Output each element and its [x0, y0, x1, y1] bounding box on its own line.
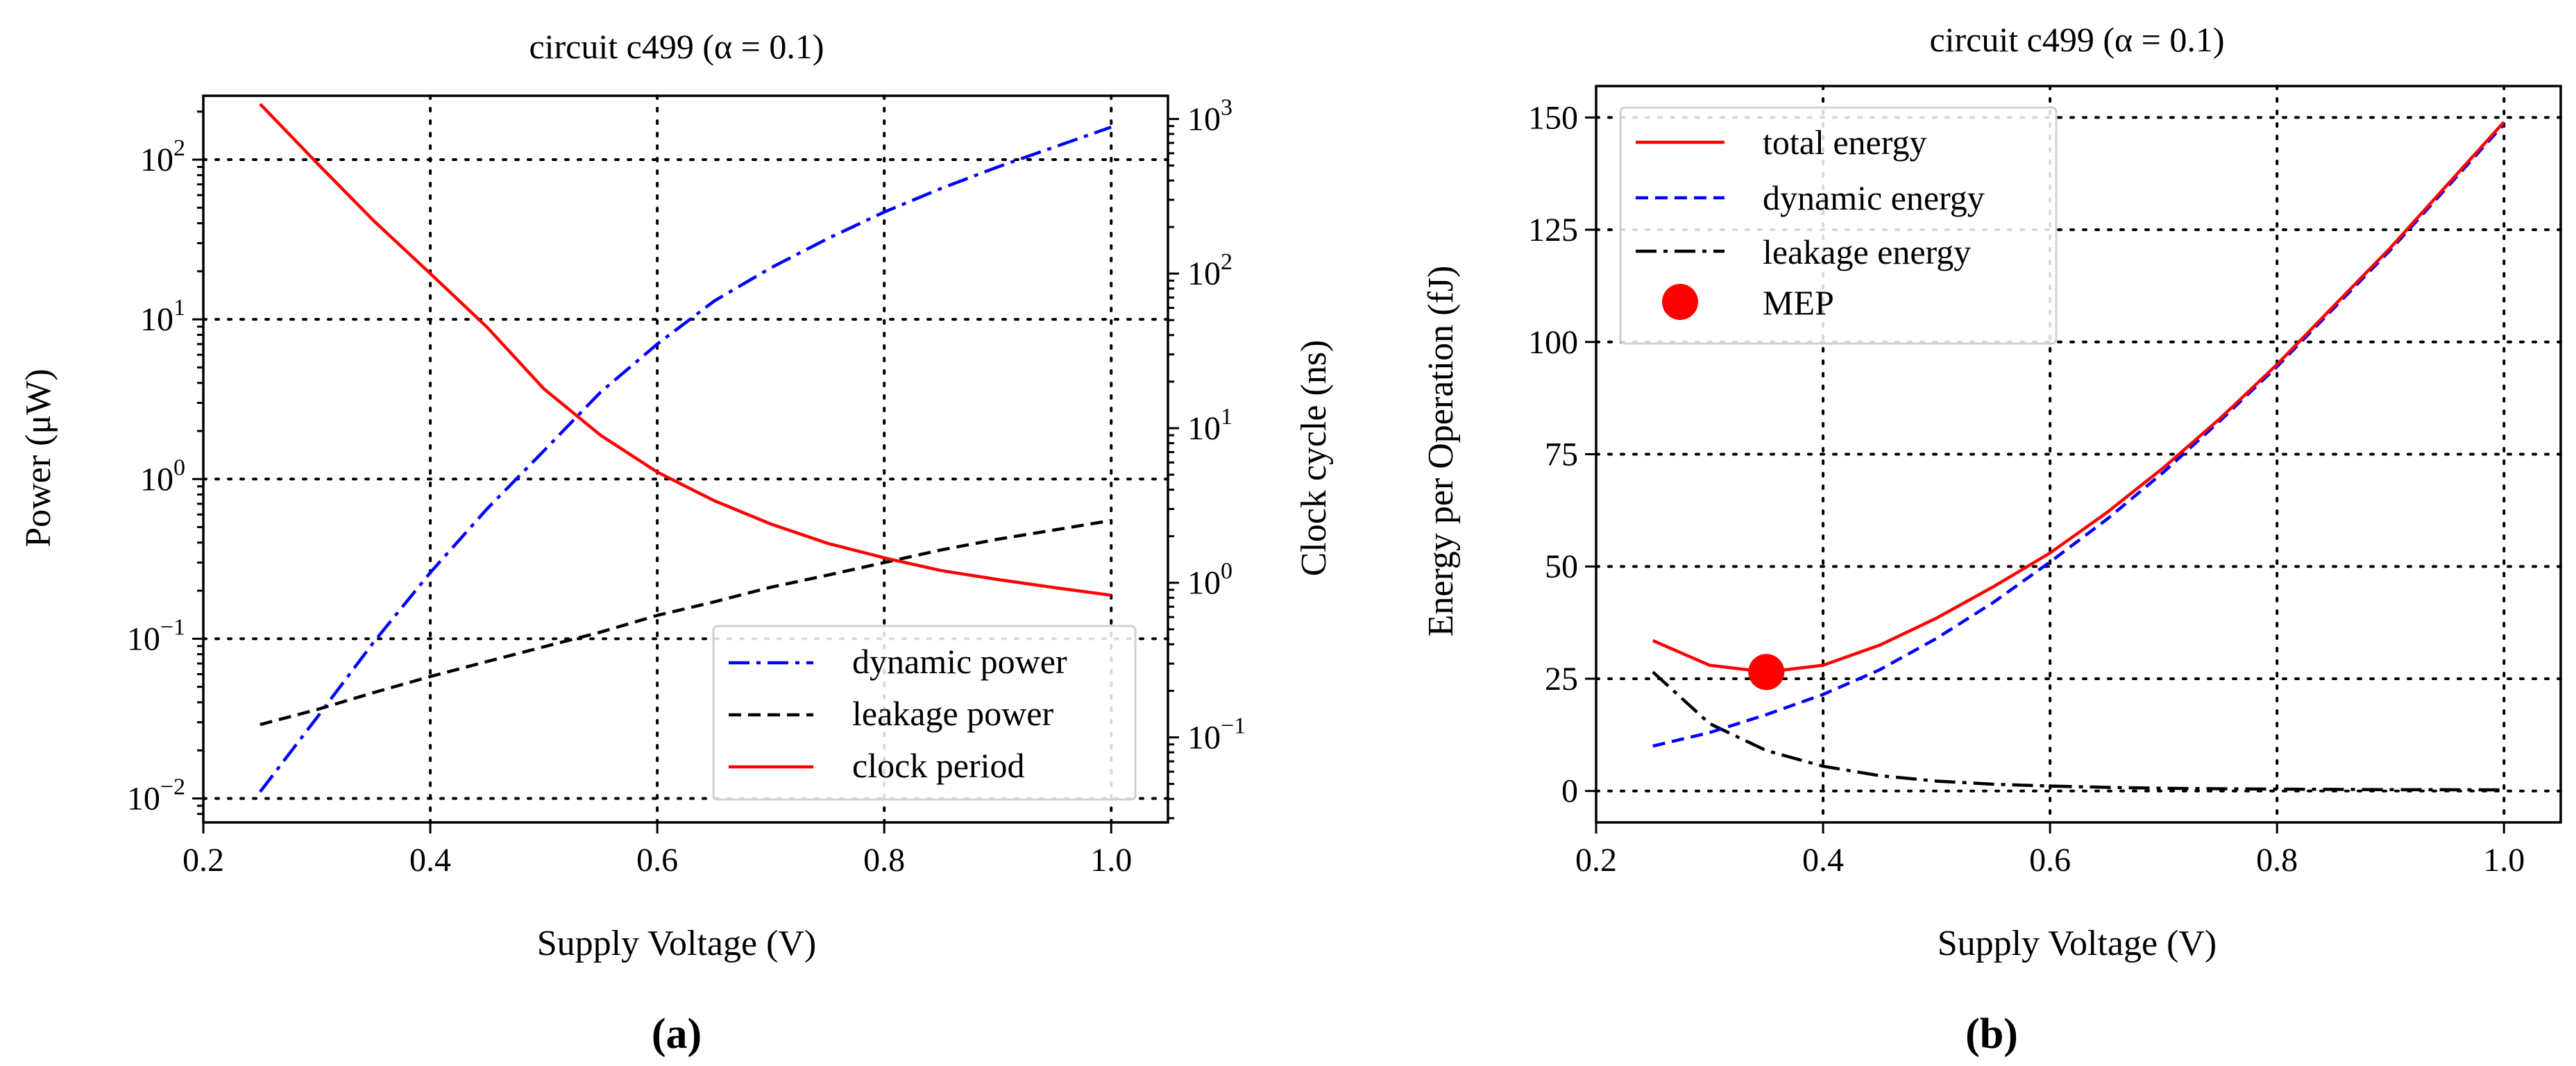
legend-label-mep: MEP — [1763, 283, 1834, 322]
legend-label-dynamic-energy: dynamic energy — [1763, 178, 1985, 217]
y-right-tick-label: 103 — [1187, 94, 1232, 137]
y-right-tick-label: 101 — [1187, 404, 1232, 447]
y-right-tick-label: 10−1 — [1187, 713, 1246, 756]
panel-a-label: (a) — [652, 1010, 702, 1058]
x-tick-label: 0.2 — [1575, 842, 1617, 879]
panel-a-y-ticks-right: 10−1 100 101 102 103 — [1168, 94, 1246, 820]
x-tick-label: 0.8 — [863, 842, 905, 879]
panel-b-plot-area — [1652, 121, 2505, 792]
panel-b-x-label: Supply Voltage (V) — [1938, 924, 2217, 963]
x-tick-label: 1.0 — [1090, 842, 1132, 879]
y-tick-label: 100 — [140, 455, 185, 498]
y-tick-label: 75 — [1545, 437, 1578, 473]
legend-swatch-mep — [1662, 284, 1698, 320]
panel-a-plot-area — [259, 103, 1112, 793]
y-tick-label: 150 — [1528, 99, 1578, 136]
y-tick-label: 102 — [140, 135, 185, 178]
panel-a-grid — [202, 94, 1169, 824]
panel-b-legend-box — [1619, 106, 2058, 345]
panel-b-label: (b) — [1965, 1010, 2018, 1058]
panel-b-y-ticks: 0 25 50 75 100 125 150 — [1528, 99, 1596, 810]
legend-label-clock-period: clock period — [852, 746, 1025, 785]
y-tick-label: 10−1 — [127, 614, 185, 657]
y-tick-label: 125 — [1528, 212, 1578, 248]
panel-a-legend: dynamic power leakage power clock period — [712, 625, 1137, 801]
x-tick-label: 0.6 — [2029, 842, 2071, 879]
x-tick-label: 1.0 — [2483, 842, 2525, 879]
panel-a-y-ticks: 10−2 10−1 100 101 102 — [127, 110, 203, 817]
total-energy-line — [1652, 121, 2505, 674]
x-tick-label: 0.6 — [636, 842, 678, 879]
clock-period-line — [259, 103, 1112, 597]
x-tick-label: 0.8 — [2256, 842, 2298, 879]
leakage-power-line — [260, 518, 1112, 727]
leakage-energy-line — [1652, 670, 2505, 792]
panel-b-title: circuit c499 (α = 0.1) — [1929, 20, 2224, 59]
panel-a-x-label: Supply Voltage (V) — [537, 924, 817, 963]
panel-a-frame — [202, 94, 1169, 824]
y-tick-label: 100 — [1528, 324, 1578, 361]
panel-a-x-ticks: 0.2 0.4 0.6 0.8 1.0 — [183, 822, 1132, 879]
panel-a: circuit c499 (α = 0.1) 0.2 0.4 0.6 0.8 1.0 1… — [19, 27, 1334, 1058]
legend-label-leakage-power: leakage power — [852, 694, 1053, 733]
panel-b-y-label: Energy per Operation (fJ) — [1421, 266, 1461, 637]
y-tick-label: 50 — [1545, 548, 1578, 585]
panel-a-title: circuit c499 (α = 0.1) — [529, 27, 824, 66]
x-tick-label: 0.4 — [1802, 842, 1844, 879]
mep-marker — [1748, 654, 1785, 691]
panel-b-x-ticks: 0.2 0.4 0.6 0.8 1.0 — [1575, 822, 2525, 879]
panel-b: circuit c499 (α = 0.1) 0.2 0.4 0.6 0.8 1.0 0… — [1421, 20, 2562, 1058]
panel-a-y-label-right: Clock cycle (ns) — [1294, 340, 1334, 577]
y-tick-label: 10−2 — [127, 774, 185, 817]
legend-label-leakage-energy: leakage energy — [1763, 232, 1971, 271]
legend-label-dynamic-power: dynamic power — [852, 642, 1067, 681]
y-right-tick-label: 102 — [1187, 249, 1232, 292]
legend-label-total-energy: total energy — [1763, 123, 1927, 162]
y-tick-label: 0 — [1561, 773, 1578, 810]
y-tick-label: 25 — [1545, 661, 1578, 697]
panel-a-y-label: Power (μW) — [19, 369, 58, 547]
panel-b-grid — [1595, 85, 2562, 824]
y-tick-label: 101 — [140, 295, 185, 338]
dynamic-power-line — [259, 125, 1112, 793]
x-tick-label: 0.2 — [183, 842, 224, 879]
panel-a-legend-box — [712, 625, 1137, 801]
y-right-tick-label: 100 — [1187, 559, 1232, 602]
panel-b-legend: total energy dynamic energy leakage ener… — [1619, 106, 2058, 345]
x-tick-label: 0.4 — [409, 842, 451, 879]
